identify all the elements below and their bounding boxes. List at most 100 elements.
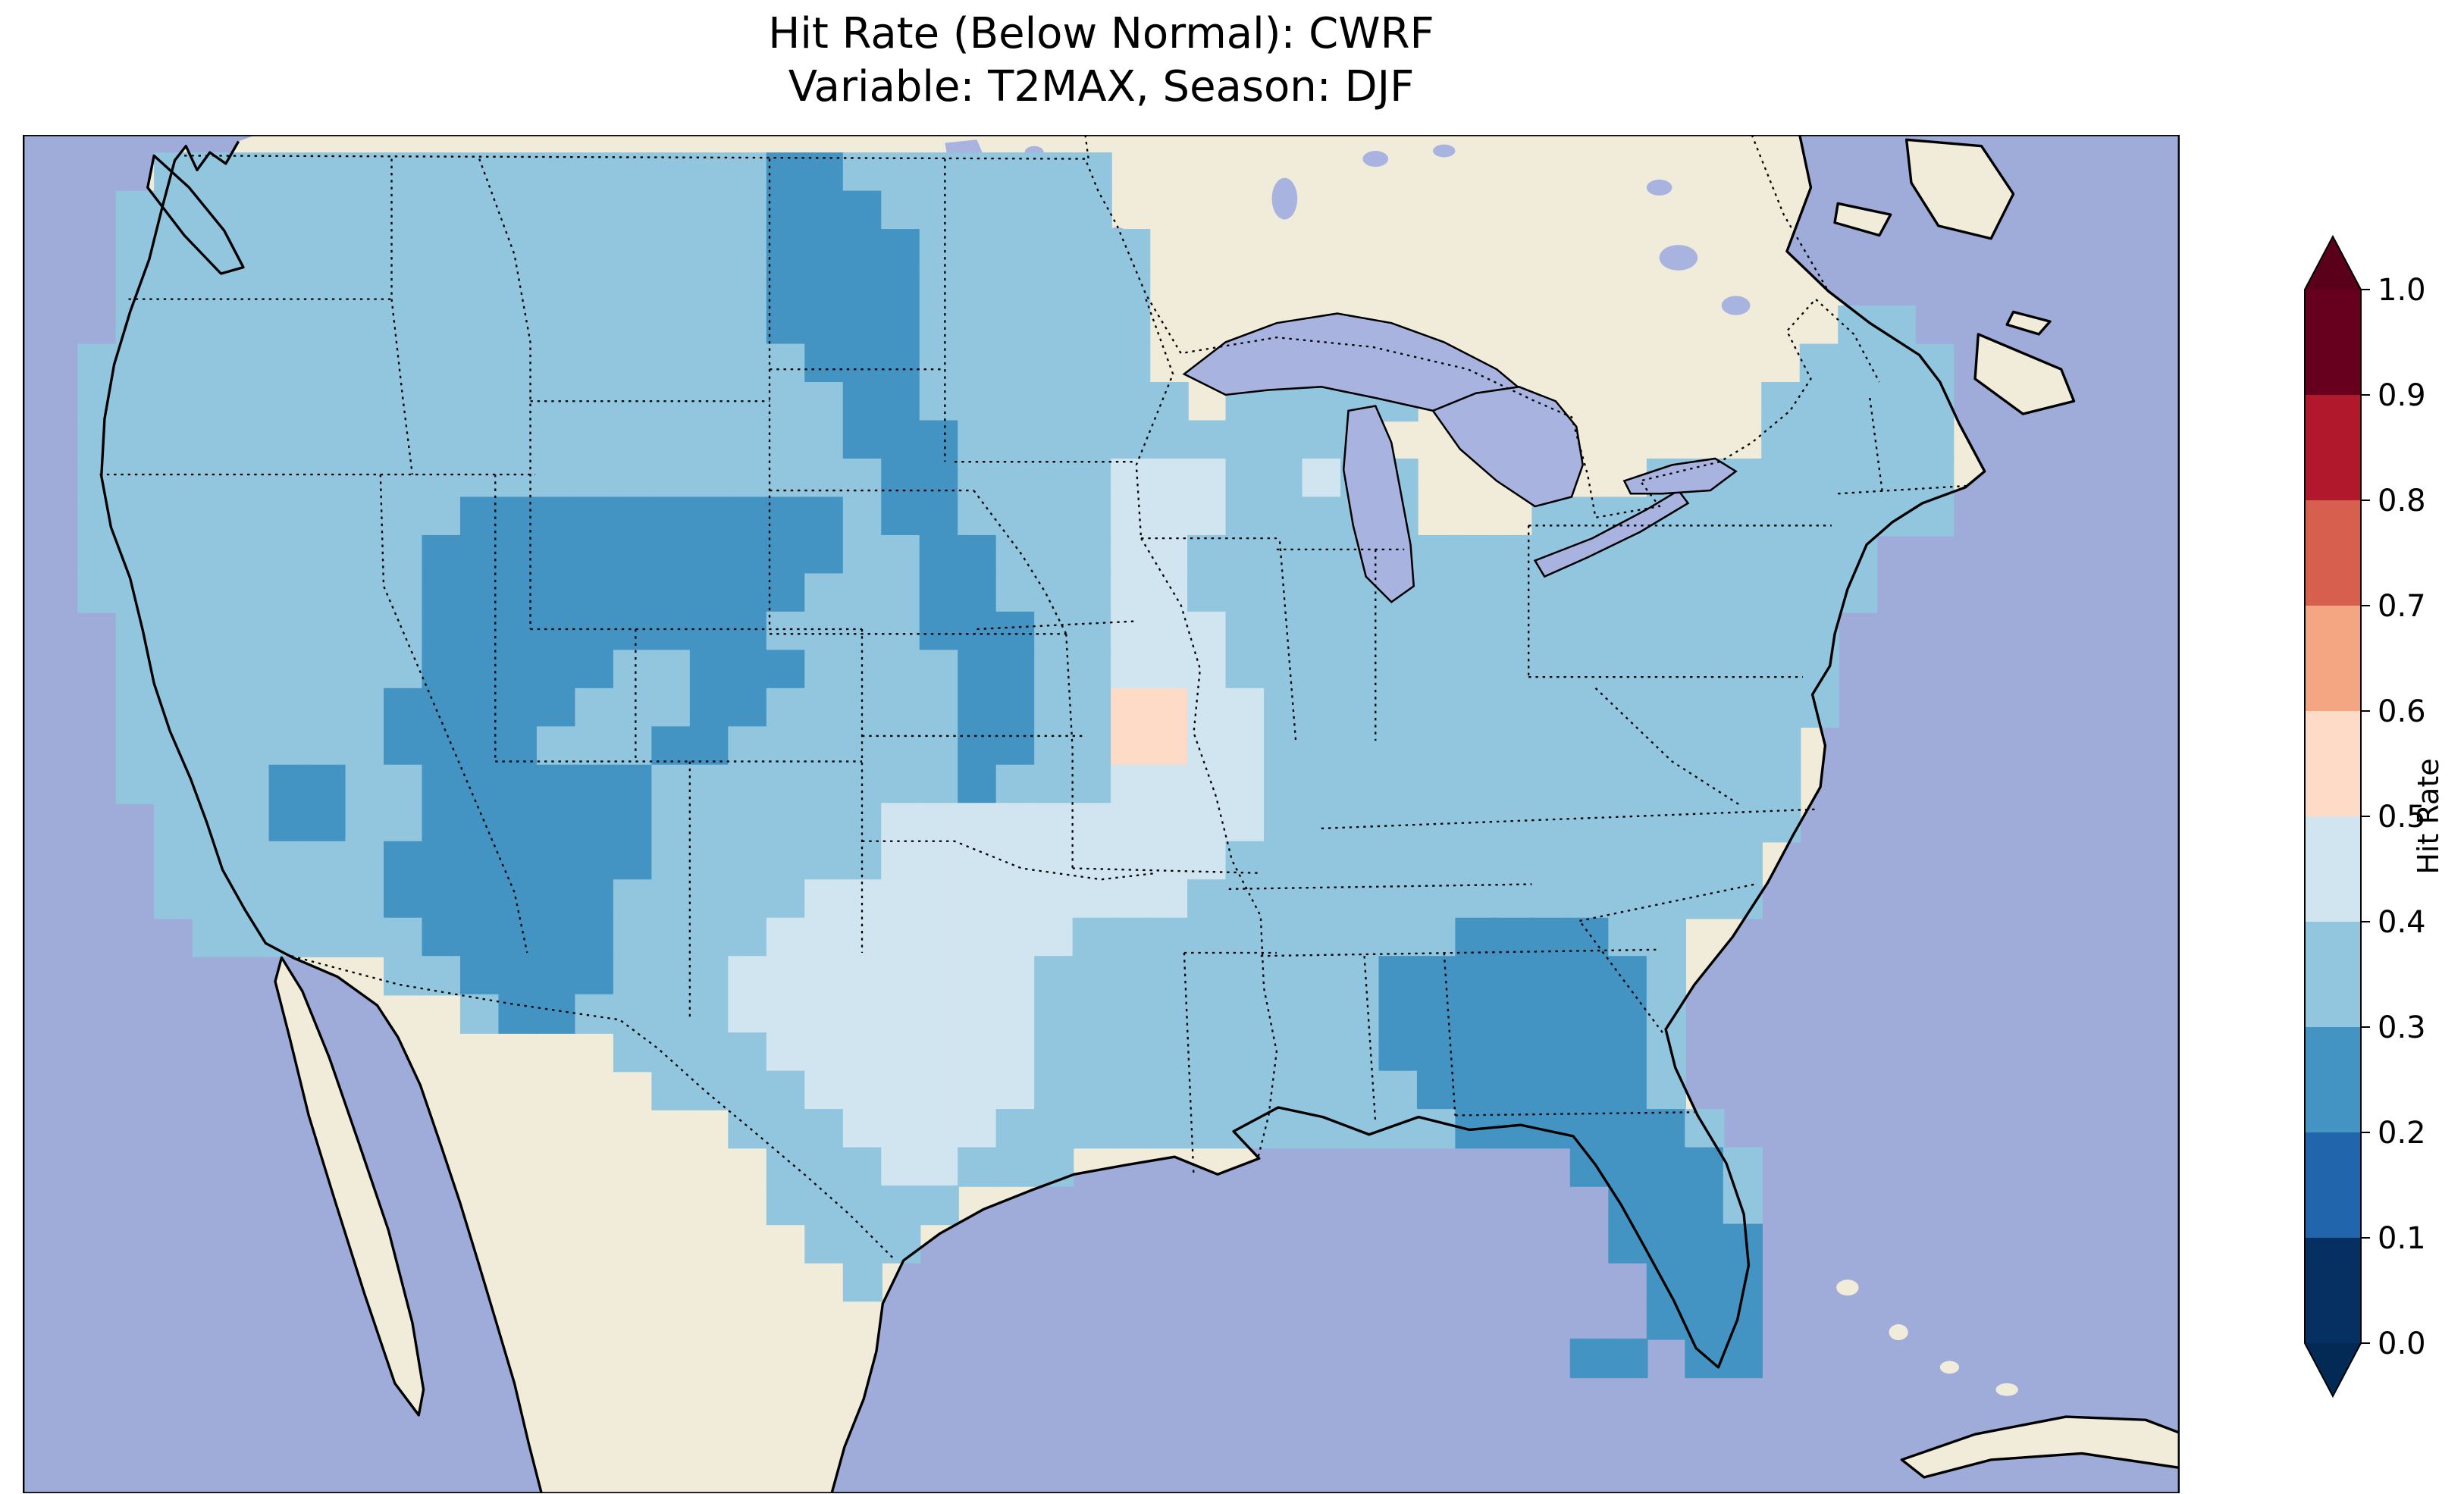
grid-cell	[919, 803, 959, 843]
grid-cell	[842, 1147, 882, 1187]
grid-cell	[1034, 152, 1074, 193]
grid-cell	[766, 152, 806, 193]
grid-cell	[728, 1109, 768, 1149]
grid-cell	[1838, 496, 1878, 537]
grid-cell	[1416, 956, 1457, 996]
grid-cell	[459, 764, 500, 804]
lake-michigan	[1342, 405, 1415, 603]
grid-cell	[1225, 496, 1265, 537]
grid-cell	[192, 496, 232, 537]
grid-cell	[230, 305, 271, 346]
grid-cell	[1608, 917, 1648, 957]
grid-cell	[1416, 841, 1457, 881]
grid-cell	[498, 650, 538, 690]
grid-cell	[268, 650, 309, 690]
grid-cell	[115, 458, 155, 499]
grid-cell	[422, 917, 462, 957]
grid-cell	[268, 152, 309, 193]
grid-cell	[575, 687, 615, 728]
grid-cell	[613, 152, 654, 193]
grid-cell	[1034, 726, 1074, 766]
grid-cell	[575, 190, 615, 230]
grid-cell	[1914, 496, 1955, 537]
grid-cell	[268, 534, 309, 575]
lake-huron	[1431, 386, 1584, 508]
grid-cell	[1149, 994, 1189, 1034]
grid-cell	[1685, 1262, 1725, 1302]
grid-cell	[1685, 726, 1725, 766]
grid-cell	[1455, 994, 1495, 1034]
grid-cell	[1149, 1109, 1189, 1149]
grid-cell	[1264, 1070, 1304, 1110]
grid-cell	[842, 190, 882, 230]
grid-cell	[384, 917, 424, 957]
grid-cell	[1723, 573, 1763, 613]
grid-cell	[1187, 687, 1227, 728]
us-map-panel	[23, 135, 2180, 1493]
grid-cell	[728, 803, 768, 843]
grid-cell	[766, 305, 806, 346]
grid-cell	[804, 420, 845, 460]
grid-cell	[1646, 1109, 1686, 1149]
grid-cell	[345, 726, 385, 766]
grid-cell	[384, 764, 424, 804]
grid-cell	[995, 190, 1036, 230]
lake-nipigon	[1271, 177, 1298, 220]
grid-cell	[422, 382, 462, 422]
grid-cell	[651, 994, 691, 1034]
grid-cell	[995, 1109, 1036, 1149]
grid-cell	[919, 343, 959, 384]
colorbar-segment	[2305, 500, 2361, 606]
grid-cell	[1187, 573, 1227, 613]
grid-cell	[154, 726, 194, 766]
grid-cell	[115, 190, 155, 230]
grid-cell	[804, 726, 845, 766]
colorbar-segment	[2305, 711, 2361, 817]
grid-cell	[1838, 343, 1878, 384]
grid-cell	[1685, 496, 1725, 537]
grid-cell	[1646, 726, 1686, 766]
bahamas-island	[1836, 1279, 1859, 1296]
grid-cell	[1072, 764, 1112, 804]
grid-cell	[689, 573, 730, 613]
grid-cell	[1302, 650, 1342, 690]
grid-cell	[1072, 573, 1112, 613]
grid-cell	[1685, 611, 1725, 652]
grid-cell	[689, 496, 730, 537]
grid-cell	[1799, 573, 1839, 613]
grid-cell	[1838, 382, 1878, 422]
grid-cell	[268, 841, 309, 881]
grid-cell	[1072, 229, 1112, 269]
grid-cell	[1072, 917, 1112, 957]
grid-cell	[422, 458, 462, 499]
grid-cell	[766, 229, 806, 269]
grid-cell	[1569, 1147, 1610, 1187]
colorbar-segment	[2305, 290, 2361, 396]
grid-cell	[651, 1070, 691, 1110]
grid-cell	[307, 879, 347, 919]
grid-cell	[1723, 841, 1763, 881]
grid-cell	[1799, 534, 1839, 575]
grid-cell	[345, 764, 385, 804]
grid-cell	[345, 229, 385, 269]
grid-cell	[154, 687, 194, 728]
grid-cell	[1111, 496, 1151, 537]
nova-scotia	[1975, 334, 2074, 415]
grid-cell	[804, 994, 845, 1034]
grid-cell	[422, 229, 462, 269]
grid-cell	[268, 382, 309, 422]
grid-cell	[154, 343, 194, 384]
grid-cell	[536, 994, 577, 1034]
grid-cell	[919, 458, 959, 499]
title-line-1: Hit Rate (Below Normal): CWRF	[768, 9, 1434, 58]
colorbar-tick-labels: 1.0 0.9 0.8 0.7 0.6 0.5 0.4 0.3 0.2 0.1 0.0	[2378, 273, 2426, 1361]
grid-cell	[1876, 420, 1916, 460]
baja-california	[274, 957, 424, 1415]
grid-cell	[689, 267, 730, 307]
grid-cell	[958, 420, 998, 460]
grid-cell	[1034, 496, 1074, 537]
grid-cell	[1187, 803, 1227, 843]
grid-cell	[307, 420, 347, 460]
grid-cell	[1493, 764, 1534, 804]
grid-cell	[728, 764, 768, 804]
